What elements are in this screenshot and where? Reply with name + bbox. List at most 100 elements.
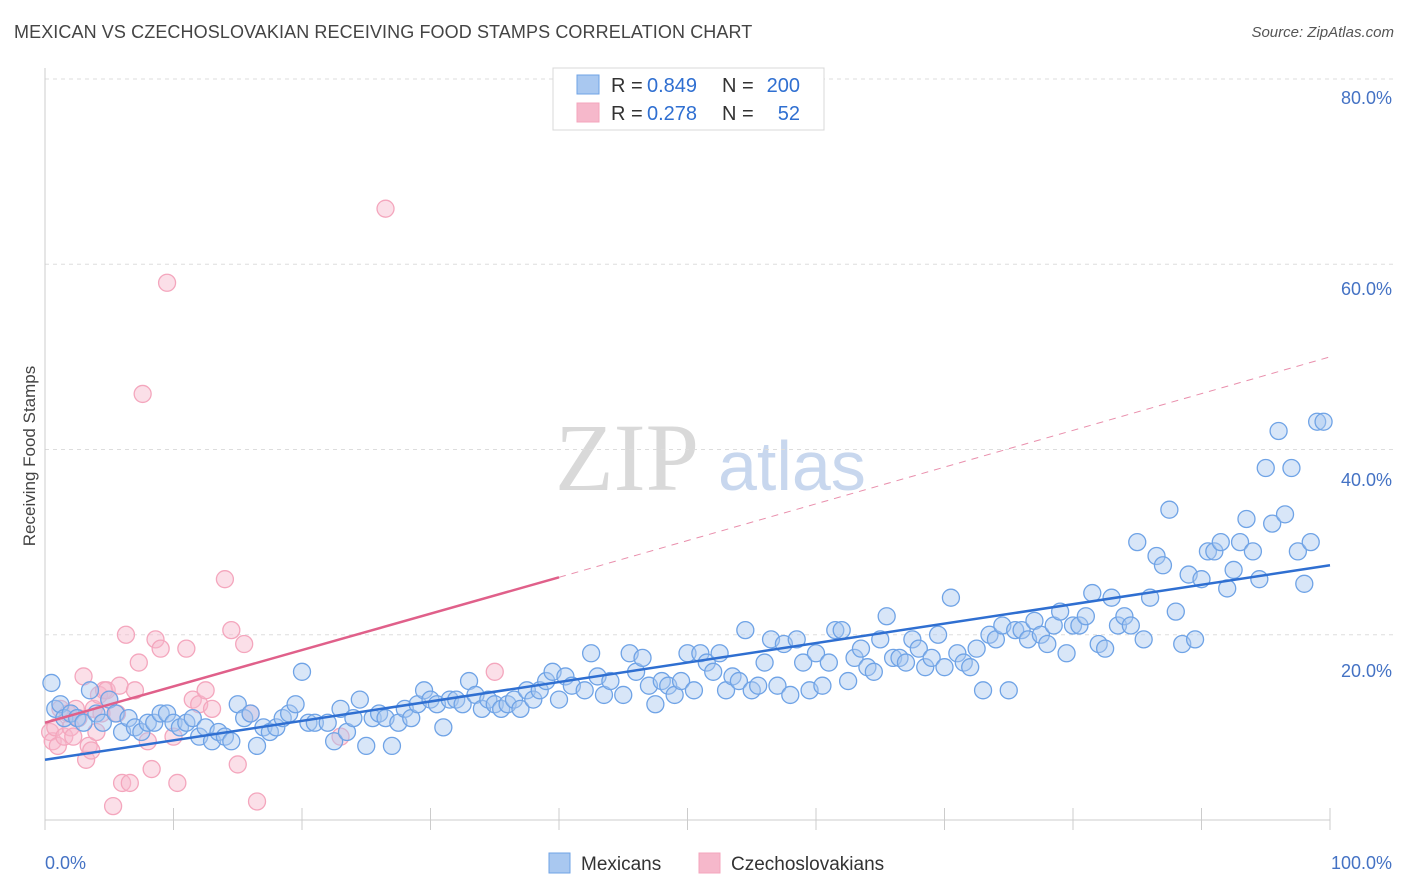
data-point [832,620,851,640]
data-point [247,736,267,756]
data-point [838,671,858,691]
data-point [614,685,633,705]
data-point [177,639,196,658]
bottom-legend-label-czechoslovakians: Czechoslovakians [731,854,884,875]
data-point [331,699,350,718]
data-point [133,384,152,404]
data-point [581,644,601,663]
data-point [941,588,961,607]
data-point [1275,505,1295,524]
data-point [684,681,704,700]
data-point [903,630,922,649]
data-point [76,750,96,769]
data-point [1121,616,1140,635]
data-point [909,639,928,658]
data-point [1031,625,1051,644]
data-point [1063,616,1083,635]
y-axis-title: Receiving Food Stamps [20,366,39,546]
data-point [1166,602,1185,621]
data-point [755,653,774,672]
data-point [80,681,100,700]
data-point [504,690,524,709]
source-label: Source: ZipAtlas.com [1251,24,1394,41]
data-point [1314,412,1333,431]
data-point [1288,542,1308,561]
data-point [1205,542,1224,561]
data-point [292,662,312,681]
bottom-legend-label-mexicans: Mexicans [581,854,661,875]
data-point [42,673,61,693]
data-point [1301,532,1320,552]
data-point [116,625,136,644]
data-point [973,681,993,700]
legend-r-label-1: R = [611,75,643,97]
data-point [103,796,123,816]
data-point [524,690,543,709]
x-tick-marks [44,808,1331,830]
y-tick-60: 60.0% [1341,279,1392,299]
legend-n-label-2: N = [722,103,754,125]
watermark-zip: ZIP [555,404,699,511]
data-point [146,630,165,649]
data-point [1224,560,1243,580]
data-point [168,773,187,793]
data-point [704,662,723,681]
data-point [1160,500,1179,519]
data-point [1038,634,1057,654]
data-point [434,718,453,737]
data-point [819,653,838,672]
data-point [202,699,222,718]
data-point [1185,630,1205,649]
data-point [1211,532,1230,552]
data-point [877,607,896,626]
data-point [151,639,170,658]
data-point [51,695,70,714]
data-point [1095,639,1115,658]
data-point [151,704,170,723]
data-point [93,713,112,732]
data-point [575,681,594,700]
data-point [1083,583,1102,603]
data-point [247,792,267,811]
stats-legend: R = 0.849 N = 200 R = 0.278 N = 52 [552,67,825,131]
data-point [806,644,826,663]
data-point [1128,532,1147,552]
data-point [1115,607,1134,626]
data-point [916,658,935,677]
data-point [138,713,157,732]
data-point [633,648,652,668]
watermark-atlas: atlas [718,427,866,505]
data-point [87,722,106,742]
data-point [64,727,83,746]
data-point [350,690,369,709]
czechoslovakians-trend-line [44,576,560,724]
data-point [935,658,954,677]
data-point [286,695,305,714]
data-point [142,759,161,779]
data-point [125,681,145,700]
mexicans-points [42,412,1333,756]
legend-n-value-2: 52 [778,103,800,125]
legend-n-value-1: 200 [767,75,800,97]
data-point [145,713,164,732]
data-point [1153,556,1173,575]
data-point [1308,412,1327,431]
legend-swatch-czechoslovakians [576,102,600,123]
data-point [82,741,101,760]
data-point [896,653,916,672]
data-point [376,199,395,218]
data-point [646,695,665,714]
gridlines [45,78,1395,636]
legend-r-value-2: 0.278 [647,103,697,125]
data-point [157,704,177,723]
y-tick-20: 20.0% [1341,661,1392,681]
data-point [1070,616,1089,635]
x-tick-0: 0.0% [45,853,86,873]
y-tick-40: 40.0% [1341,470,1392,490]
data-point [414,681,434,700]
data-point [357,736,376,756]
data-point [729,671,749,691]
data-point [1269,421,1288,441]
data-point [928,625,948,644]
